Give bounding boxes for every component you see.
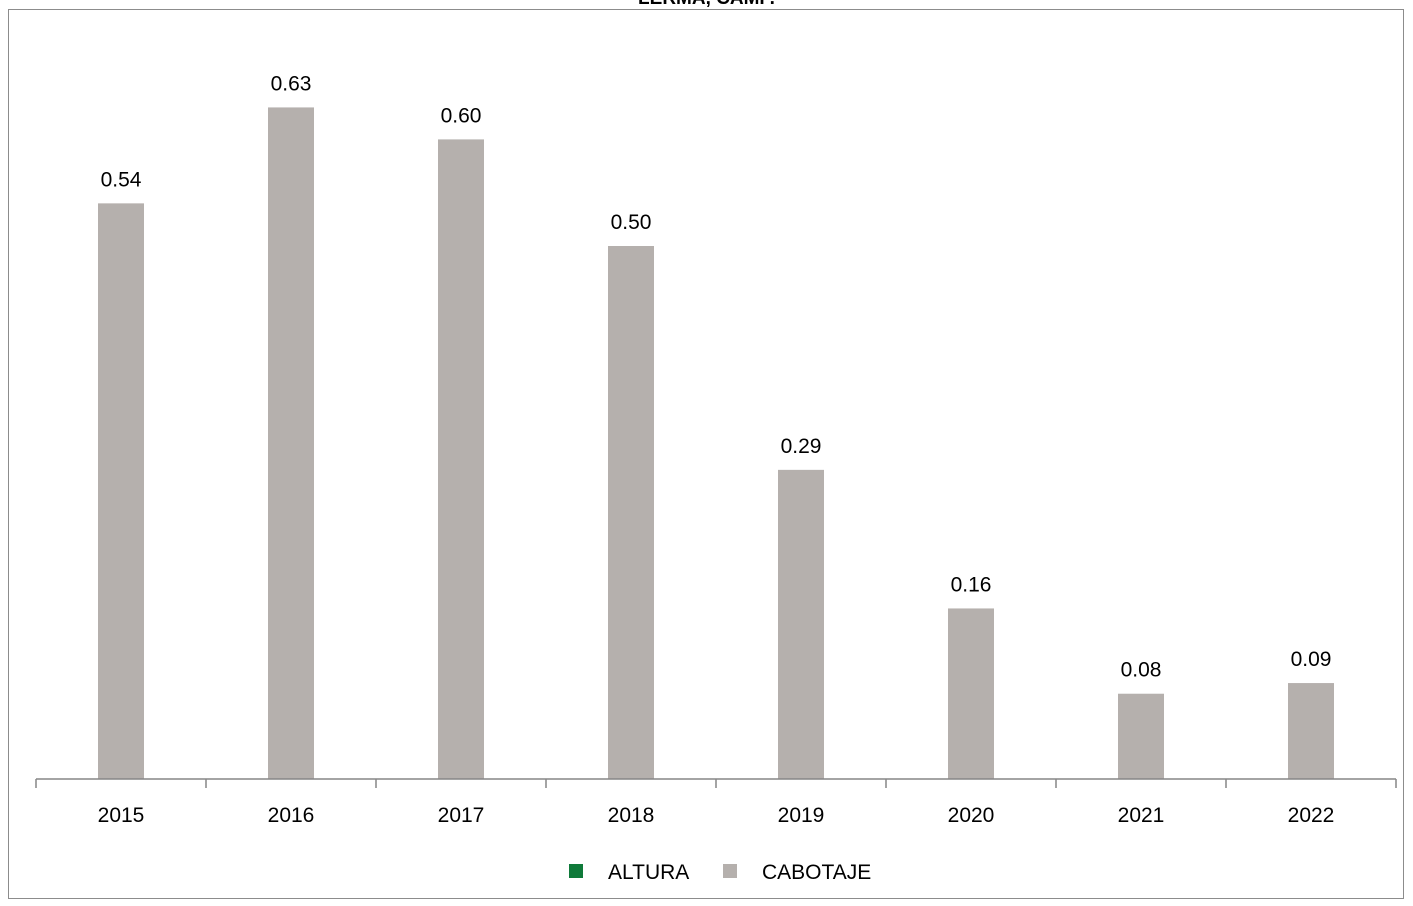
x-tick-label-2021: 2021 — [1118, 804, 1165, 827]
data-label-2016: 0.63 — [271, 72, 312, 95]
bar-cabotaje-2020 — [948, 608, 994, 779]
x-tick-label-2017: 2017 — [438, 804, 485, 827]
bar-cabotaje-2017 — [438, 139, 484, 779]
data-label-2019: 0.29 — [781, 435, 822, 458]
bars-group — [98, 107, 1334, 780]
legend-swatch-cabotaje — [723, 864, 737, 878]
data-label-2017: 0.60 — [441, 104, 482, 127]
legend-label-cabotaje: CABOTAJE — [762, 861, 871, 884]
chart-frame — [8, 9, 1404, 899]
x-tick-label-2015: 2015 — [98, 804, 145, 827]
x-tick-label-2020: 2020 — [948, 804, 995, 827]
value-labels-group: 0.54 0.63 0.60 0.50 0.29 0.16 0.08 0.09 — [101, 72, 1332, 681]
bar-cabotaje-2016 — [268, 107, 314, 780]
bar-cabotaje-2022 — [1288, 683, 1334, 779]
legend-label-altura: ALTURA — [608, 861, 689, 884]
data-label-2018: 0.50 — [611, 211, 652, 234]
x-axis: 2015 2016 2017 2018 2019 2020 2021 2022 — [35, 778, 1397, 827]
bar-cabotaje-2015 — [98, 203, 144, 780]
x-tick-label-2018: 2018 — [608, 804, 655, 827]
data-label-2022: 0.09 — [1291, 648, 1332, 671]
data-label-2021: 0.08 — [1121, 659, 1162, 682]
data-label-2020: 0.16 — [951, 573, 992, 596]
x-tick-label-2022: 2022 — [1288, 804, 1335, 827]
legend-swatch-altura — [569, 864, 583, 878]
bar-cabotaje-2021 — [1118, 693, 1164, 779]
legend: ALTURA CABOTAJE — [569, 861, 871, 884]
chart-title: LERMA, CAMP. — [0, 0, 1413, 10]
data-label-2015: 0.54 — [101, 168, 142, 191]
x-tick-label-2019: 2019 — [778, 804, 825, 827]
bar-cabotaje-2019 — [778, 469, 824, 779]
bar-cabotaje-2018 — [608, 246, 654, 779]
x-tick-label-2016: 2016 — [268, 804, 315, 827]
